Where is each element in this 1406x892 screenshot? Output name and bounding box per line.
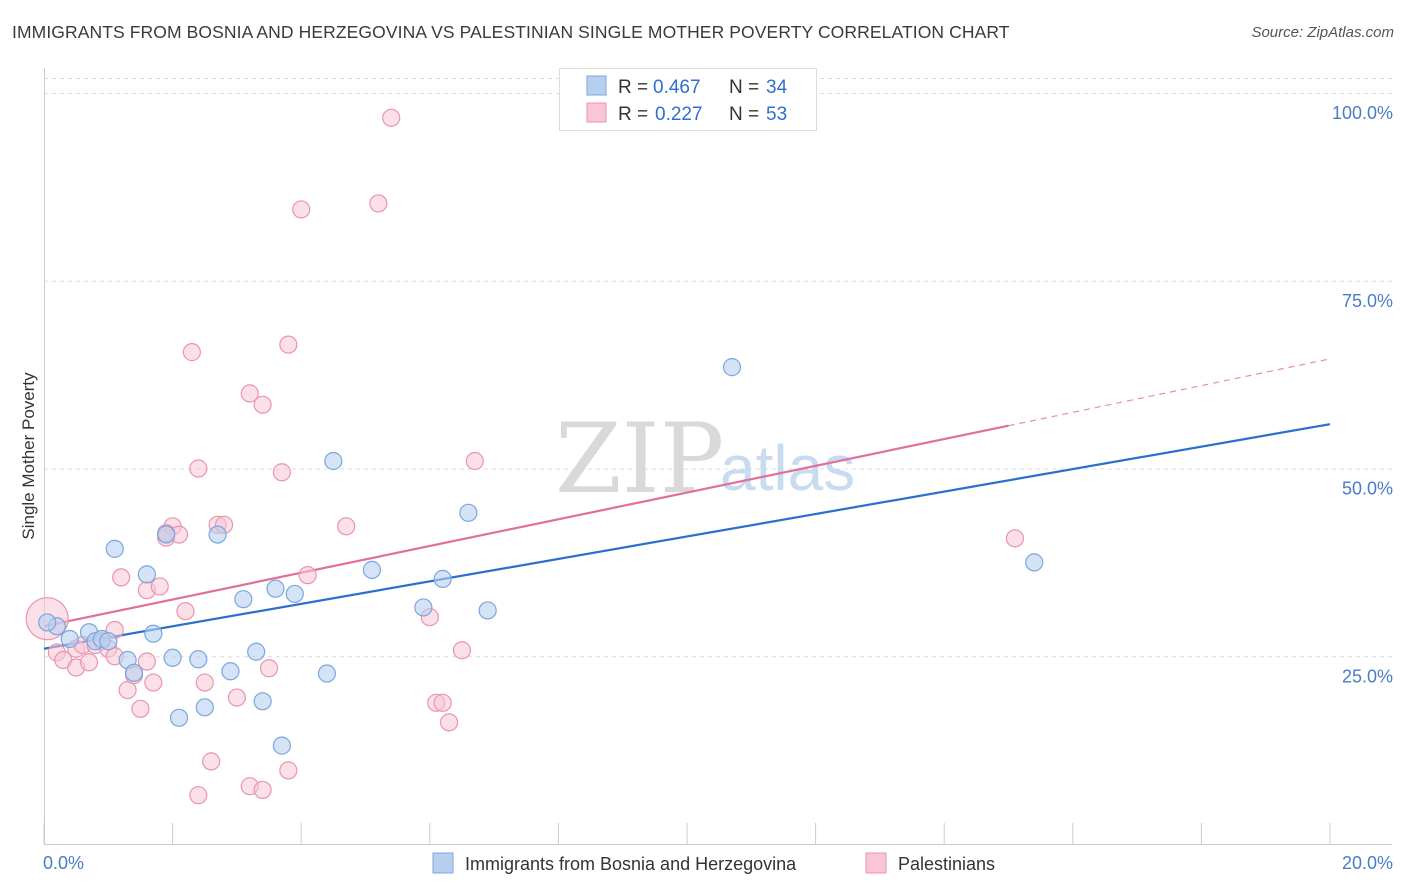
bottom-legend-label-pink: Palestinians (898, 854, 995, 874)
point-bosnia (478, 601, 497, 620)
point-bosnia (137, 565, 156, 584)
point-bosnia (324, 451, 343, 471)
point-bosnia (208, 525, 227, 544)
x-tick-label-min: 0.0% (43, 853, 84, 873)
point-palestinians (298, 566, 317, 585)
point-bosnia (124, 663, 144, 682)
point-bosnia (253, 692, 272, 711)
legend-n-label-blue: N = (729, 77, 759, 98)
point-bosnia (38, 613, 57, 632)
point-palestinians (465, 451, 484, 471)
bottom-legend-swatch-blue (432, 852, 454, 874)
point-palestinians (195, 673, 214, 692)
point-bosnia (105, 539, 124, 558)
y-tick-label: 25.0% (1342, 666, 1393, 686)
point-palestinians (279, 761, 298, 780)
point-palestinians (150, 577, 169, 596)
point-bosnia (99, 632, 118, 651)
point-bosnia (163, 648, 182, 667)
x-tick-marks (43, 823, 1331, 844)
point-palestinians (439, 713, 459, 732)
trend-lines (43, 358, 1331, 650)
point-palestinians (369, 194, 388, 213)
point-palestinians (337, 517, 356, 536)
correlation-legend: R = 0.467 N = 34 R = 0.227 N = 53 (559, 68, 817, 131)
point-bosnia (157, 525, 176, 544)
trend-line-palestinians (43, 424, 1009, 628)
point-palestinians (1005, 529, 1025, 548)
legend-n-value-pink: 53 (766, 104, 787, 125)
legend-swatch-blue (586, 75, 607, 96)
point-bosnia (722, 358, 742, 377)
point-palestinians (452, 641, 472, 660)
point-bosnia (144, 624, 163, 643)
point-palestinians (240, 384, 259, 403)
y-axis-label: Single Mother Poverty (19, 372, 38, 540)
point-bosnia (266, 579, 285, 598)
point-bosnia (459, 503, 478, 522)
point-palestinians (259, 659, 279, 678)
series-legend: Immigrants from Bosnia and Herzegovina P… (432, 852, 995, 874)
point-palestinians (144, 673, 163, 692)
point-palestinians (189, 459, 208, 478)
legend-r-label-blue: R = (618, 77, 648, 98)
source-label: Source: ZipAtlas.com (1251, 24, 1394, 41)
point-palestinians (131, 699, 150, 718)
legend-r-value-pink: 0.227 (655, 104, 703, 125)
gridlines (44, 78, 1392, 658)
point-palestinians (112, 568, 131, 587)
point-bosnia (433, 569, 452, 589)
data-points (25, 108, 1044, 805)
point-palestinians (137, 652, 156, 671)
point-palestinians (189, 786, 208, 805)
point-palestinians (202, 752, 221, 771)
point-bosnia (272, 736, 292, 755)
point-bosnia (169, 708, 189, 727)
trend-line-palestinians-extrapolated (1008, 358, 1331, 427)
y-tick-label: 50.0% (1342, 479, 1393, 499)
point-palestinians (227, 688, 246, 707)
point-bosnia (362, 560, 382, 579)
point-palestinians (253, 395, 272, 414)
point-palestinians (382, 108, 401, 127)
trend-line-bosnia (43, 423, 1331, 650)
point-bosnia (189, 650, 208, 669)
point-bosnia (195, 698, 214, 717)
point-bosnia (221, 662, 240, 681)
point-palestinians (176, 602, 195, 621)
x-tick-label-max: 20.0% (1342, 853, 1393, 873)
point-palestinians (79, 653, 99, 672)
point-bosnia (60, 629, 79, 649)
point-bosnia (247, 642, 266, 661)
legend-r-value-blue: 0.467 (653, 77, 701, 98)
y-tick-label: 75.0% (1342, 291, 1393, 311)
point-bosnia (285, 584, 304, 604)
legend-swatch-pink (586, 102, 607, 123)
watermark-zip: ZIP (555, 403, 724, 515)
point-palestinians (279, 335, 298, 354)
legend-n-value-blue: 34 (766, 77, 788, 98)
legend-n-label-pink: N = (729, 104, 759, 125)
point-palestinians (433, 693, 452, 712)
bottom-legend-label-blue: Immigrants from Bosnia and Herzegovina (465, 854, 797, 874)
legend-r-label-pink: R = (618, 104, 648, 125)
point-palestinians (272, 463, 292, 482)
y-tick-label: 100.0% (1332, 103, 1393, 123)
point-bosnia (234, 590, 253, 609)
point-palestinians (118, 680, 137, 700)
point-palestinians (253, 780, 272, 800)
bottom-legend-swatch-pink (865, 852, 887, 874)
point-bosnia (414, 598, 433, 617)
chart-title: IMMIGRANTS FROM BOSNIA AND HERZEGOVINA V… (12, 22, 1010, 42)
point-palestinians (292, 200, 311, 219)
point-palestinians (182, 343, 201, 362)
watermark-atlas: atlas (720, 432, 855, 504)
y-tick-labels: 25.0% 50.0% 75.0% 100.0% (1332, 103, 1393, 686)
point-bosnia (317, 664, 337, 683)
point-bosnia (1025, 553, 1044, 572)
